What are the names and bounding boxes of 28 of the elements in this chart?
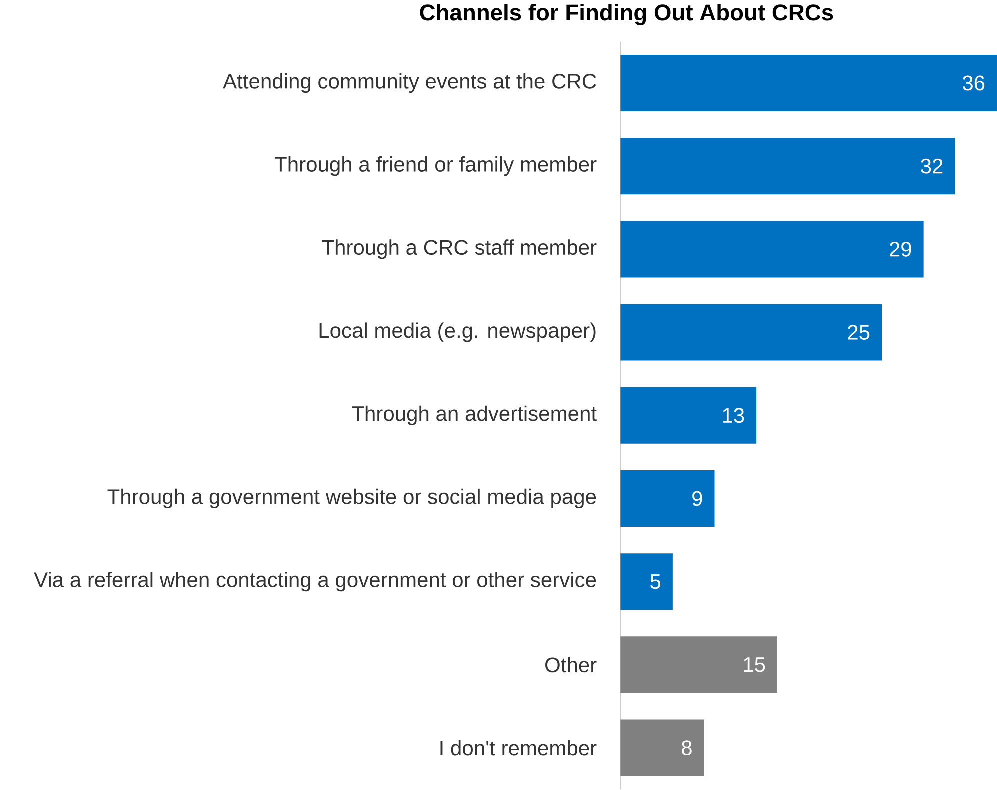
data-label: 13: [723, 408, 744, 423]
y-tick-label: Other: [546, 657, 597, 673]
bar: [620, 221, 924, 278]
y-tick-label: Through a CRC staff member: [322, 240, 597, 260]
bar: [620, 636, 778, 694]
bar: [620, 553, 673, 610]
data-label: 9: [692, 491, 702, 506]
y-tick-label: Through an advertisement: [352, 406, 597, 426]
bar: [620, 720, 704, 776]
bar: [620, 387, 757, 444]
data-label: 36: [962, 76, 985, 91]
data-label: 25: [848, 325, 870, 340]
data-label: 32: [921, 158, 943, 174]
bar: [620, 304, 882, 361]
chart-title: Channels for Finding Out About CRCs: [420, 4, 834, 26]
bar: [620, 138, 956, 195]
y-tick-label: Through a friend or family member: [274, 156, 597, 176]
y-tick-label: Through a government website or social media page: [108, 488, 596, 508]
bar: [620, 54, 997, 112]
y-tick-label: Via a referral when contacting a government or other service: [34, 572, 596, 592]
data-label: 29: [890, 242, 912, 257]
data-label: 8: [682, 740, 692, 756]
bar: [620, 470, 715, 527]
y-tick-label: Attending community events at the CRC: [223, 73, 596, 93]
y-tick-label: Local media (e.g. newspaper): [320, 322, 596, 342]
y-tick-label: I don't remember: [440, 740, 597, 756]
data-label: 15: [744, 657, 766, 672]
data-label: 5: [650, 574, 661, 590]
